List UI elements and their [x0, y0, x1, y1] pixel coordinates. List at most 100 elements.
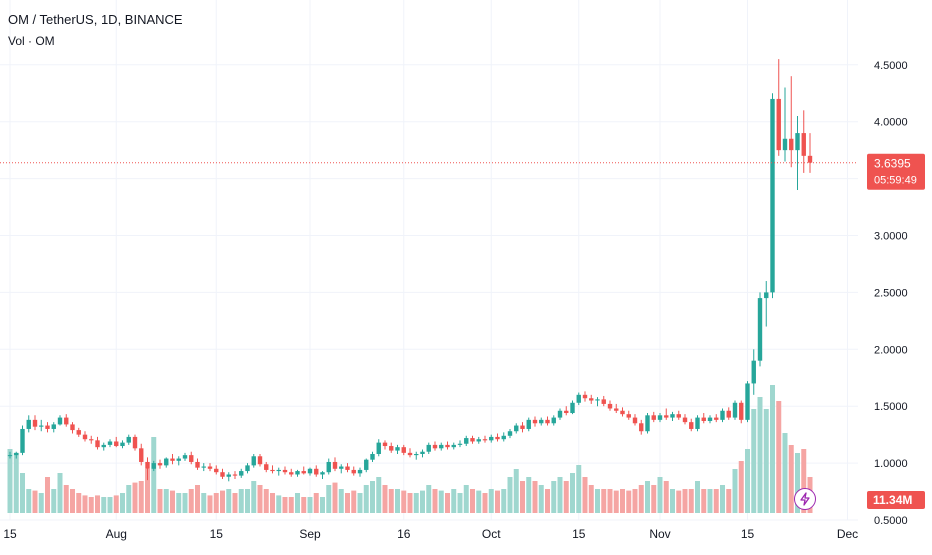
candle-body — [501, 435, 506, 440]
volume-bar — [263, 489, 269, 513]
candle-body — [570, 402, 575, 414]
volume-bar — [507, 477, 513, 513]
volume-bar — [476, 490, 482, 513]
volume-bar — [270, 493, 275, 513]
candle-body — [182, 455, 188, 459]
candle-body — [639, 423, 644, 432]
volume-bar — [457, 493, 463, 513]
candle-body — [345, 466, 350, 470]
candle-body — [751, 360, 756, 384]
volume-bar — [395, 489, 400, 513]
volume-bar — [620, 489, 625, 513]
candle-body — [764, 292, 769, 299]
volume-bar — [520, 481, 525, 513]
candle-body — [651, 415, 656, 420]
candle-body — [520, 425, 525, 429]
candle-body — [682, 417, 688, 423]
volume-bar — [188, 489, 194, 513]
candle-body — [57, 417, 63, 425]
volume-bar — [95, 495, 100, 513]
candle-body — [39, 425, 44, 427]
bar-countdown: 05:59:49 — [874, 175, 917, 187]
candle-body — [745, 383, 750, 420]
x-tick-label: Nov — [649, 527, 670, 541]
volume-bar — [145, 469, 150, 513]
axes: 0.50001.00001.50002.00002.50003.00003.50… — [3, 60, 925, 541]
volume-badge: 11.34M — [867, 491, 925, 509]
volume-bar — [776, 401, 782, 513]
candle-body — [776, 98, 781, 151]
last-price-badge: 3.6395 05:59:49 — [867, 153, 925, 190]
volume-bar — [763, 409, 769, 513]
volume-bar — [401, 490, 407, 513]
x-tick-label: Oct — [482, 527, 501, 541]
volume-bar — [7, 449, 13, 513]
volume-bar — [657, 477, 663, 513]
candle-body — [70, 424, 75, 431]
volume-bar — [257, 485, 263, 513]
x-tick-label: 15 — [572, 527, 586, 541]
volume-bar — [382, 485, 388, 513]
volume-bar — [26, 489, 32, 513]
volume-bar — [107, 497, 113, 513]
volume-bar — [720, 485, 725, 513]
candle-body — [95, 440, 100, 448]
candle-body — [7, 455, 13, 457]
volume-bar — [307, 497, 313, 513]
candle-body — [289, 472, 294, 475]
candle-body — [601, 399, 606, 404]
candle-body — [432, 444, 438, 449]
candle-body — [207, 466, 213, 469]
symbol-title[interactable]: OM / TetherUS, 1D, BINANCE — [8, 12, 183, 27]
volume-bar — [470, 489, 475, 513]
volume-indicator-label[interactable]: Vol · OM — [8, 34, 55, 48]
candle-body — [557, 410, 563, 418]
candle-body — [120, 442, 125, 447]
volume-bar — [663, 481, 669, 513]
volume-bar — [557, 477, 563, 513]
volume-bar — [57, 473, 63, 513]
candle-body — [701, 417, 706, 421]
volume-bar — [795, 453, 800, 513]
candle-body — [276, 469, 281, 472]
candle-body — [589, 398, 594, 401]
last-volume-value: 11.34M — [873, 493, 912, 507]
volume-bar — [482, 493, 488, 513]
x-tick-label: 15 — [3, 527, 17, 541]
volume-bar — [126, 485, 132, 513]
volume-bar — [320, 497, 325, 513]
candle-body — [370, 453, 375, 460]
volume-bar — [538, 485, 544, 513]
x-tick-label: 15 — [210, 527, 224, 541]
volume-bar — [163, 489, 169, 513]
candle-body — [376, 442, 381, 454]
candle-body — [145, 461, 150, 469]
volume-bar — [88, 497, 94, 513]
candle-body — [464, 438, 469, 444]
volume-bar — [670, 489, 675, 513]
candle-body — [757, 298, 763, 361]
volume-bar — [570, 473, 575, 513]
y-tick-label: 4.0000 — [874, 117, 908, 129]
volume-bar — [357, 493, 363, 513]
volume-bar — [551, 481, 557, 513]
x-tick-label: 15 — [741, 527, 755, 541]
candle-body — [107, 441, 113, 445]
candle-body — [476, 439, 481, 442]
chart-legend: OM / TetherUS, 1D, BINANCE Vol · OM — [8, 12, 183, 49]
volume-bar — [370, 481, 375, 513]
volume-bar — [463, 485, 469, 513]
lightning-bolt-icon[interactable] — [794, 488, 816, 510]
volume-bar — [151, 437, 157, 513]
candle-body — [195, 461, 200, 468]
candle-body — [357, 469, 363, 474]
volume-bar — [601, 489, 607, 513]
volume-bar — [63, 485, 69, 513]
volume-bar — [363, 485, 369, 513]
candle-body — [801, 133, 806, 156]
candle-body — [351, 469, 356, 474]
volume-bar — [113, 495, 119, 513]
volume-bar — [576, 465, 582, 513]
